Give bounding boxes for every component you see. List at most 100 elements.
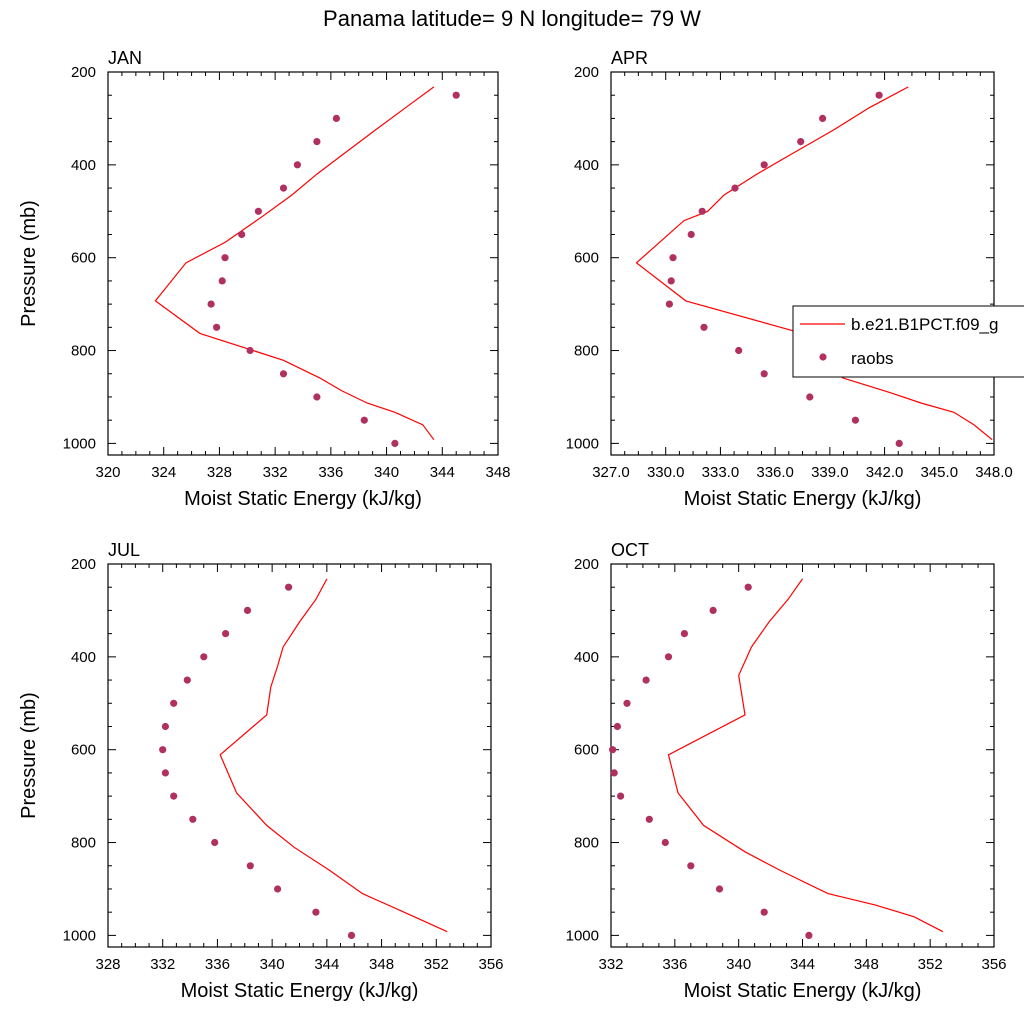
x-tick-label: 330.0	[647, 464, 685, 481]
raobs-point	[452, 91, 460, 99]
raobs-point	[213, 323, 221, 331]
x-tick-label: 348	[485, 464, 510, 481]
panel-jan: JAN 320 324 328 332 336 340 344 348 200 400 600 800 1…	[18, 48, 511, 510]
raobs-point	[735, 346, 743, 355]
raobs-point	[664, 653, 673, 661]
panel-oct: OCT 332 336 340 344 348 352 356 200 400 600 800 1000…	[566, 540, 1007, 1002]
model-profile-line	[154, 86, 435, 441]
y-tick-label: 600	[574, 742, 599, 759]
x-tick-label: 336	[318, 464, 343, 481]
y-tick-label: 800	[574, 835, 599, 852]
x-tick-label: 356	[981, 956, 1006, 973]
raobs-point	[332, 114, 340, 122]
panel-label: OCT	[611, 540, 649, 560]
raobs-point	[667, 277, 675, 285]
x-tick-label: 336.0	[756, 464, 794, 481]
raobs-point	[623, 699, 631, 707]
legend-model-label: b.e21.B1PCT.f09_g	[851, 315, 998, 334]
x-tick-label: 333.0	[702, 464, 740, 481]
raobs-point	[851, 416, 860, 424]
raobs-point	[661, 838, 669, 847]
raobs-point	[183, 676, 191, 684]
y-tick-label: 400	[574, 649, 599, 666]
raobs-point	[200, 653, 208, 661]
raobs-point	[680, 630, 689, 638]
model-profile-line	[667, 578, 944, 933]
x-tick-label: 332	[150, 956, 175, 973]
raobs-point	[285, 583, 293, 591]
x-tick-label: 336	[205, 956, 230, 973]
raobs-point	[645, 815, 653, 823]
raobs-point	[313, 393, 321, 401]
raobs-point	[360, 416, 368, 424]
raobs-point	[246, 346, 254, 355]
x-tick-label: 356	[478, 956, 503, 973]
raobs-point	[700, 323, 708, 331]
x-tick-label: 340	[726, 956, 751, 973]
raobs-point	[218, 277, 226, 285]
panel-jul: JUL 328 332 336 340 344 348 352 356 200 400 600 800 1…	[18, 540, 504, 1002]
raobs-point	[274, 885, 282, 893]
x-axis-title: Moist Static Energy (kJ/kg)	[684, 488, 922, 510]
x-tick-label: 342.0	[866, 464, 904, 481]
legend-box	[792, 305, 1024, 378]
raobs-point	[279, 370, 288, 378]
raobs-point	[279, 184, 288, 192]
y-tick-label: 200	[71, 556, 96, 573]
x-tick-label: 320	[95, 464, 120, 481]
legend: b.e21.B1PCT.f09_g raobs	[792, 305, 1024, 378]
x-tick-label: 327.0	[592, 464, 630, 481]
x-tick-label: 345.0	[921, 464, 959, 481]
raobs-point	[665, 300, 674, 308]
legend-raobs-marker	[819, 353, 827, 361]
raobs-point	[159, 746, 167, 754]
x-tick-label: 328	[95, 956, 120, 973]
x-axis-title: Moist Static Energy (kJ/kg)	[684, 980, 922, 1002]
raobs-point	[760, 908, 768, 916]
model-profile-line	[219, 578, 448, 933]
y-tick-label: 1000	[566, 927, 599, 944]
panel-label: JUL	[108, 540, 140, 560]
raobs-point	[207, 300, 215, 308]
x-tick-label: 332	[263, 464, 288, 481]
y-tick-label: 400	[71, 649, 96, 666]
y-tick-label: 200	[71, 64, 96, 81]
raobs-point	[760, 161, 768, 169]
raobs-point	[709, 606, 717, 615]
raobs-point	[222, 630, 230, 638]
x-tick-label: 348	[369, 956, 394, 973]
panel-label: JAN	[108, 48, 142, 68]
raobs-point	[391, 439, 399, 447]
raobs-point	[161, 722, 169, 731]
raobs-point	[347, 931, 356, 940]
raobs-point	[161, 769, 169, 777]
raobs-point	[238, 230, 246, 239]
x-tick-label: 336	[662, 956, 687, 973]
x-tick-label: 332	[598, 956, 623, 973]
raobs-point	[189, 815, 197, 823]
raobs-point	[760, 370, 768, 378]
raobs-point	[806, 393, 814, 401]
raobs-point	[805, 931, 813, 940]
raobs-point	[211, 838, 219, 847]
x-tick-label: 328	[207, 464, 232, 481]
raobs-point	[698, 207, 706, 215]
raobs-point	[246, 862, 254, 870]
y-tick-label: 800	[574, 343, 599, 360]
x-tick-label: 352	[424, 956, 449, 973]
raobs-point	[715, 885, 724, 893]
y-tick-label: 800	[71, 835, 96, 852]
x-tick-label: 339.0	[811, 464, 849, 481]
model-profile-line	[635, 86, 993, 441]
raobs-point	[610, 769, 618, 777]
raobs-point	[642, 676, 650, 684]
raobs-point	[293, 161, 301, 169]
x-axis-title: Moist Static Energy (kJ/kg)	[181, 980, 419, 1002]
y-tick-label: 1000	[63, 927, 96, 944]
plot-frame	[610, 71, 995, 456]
y-tick-label: 200	[574, 64, 599, 81]
y-axis-title: Pressure (mb)	[18, 692, 40, 819]
raobs-point	[312, 908, 320, 916]
raobs-point	[895, 439, 903, 447]
